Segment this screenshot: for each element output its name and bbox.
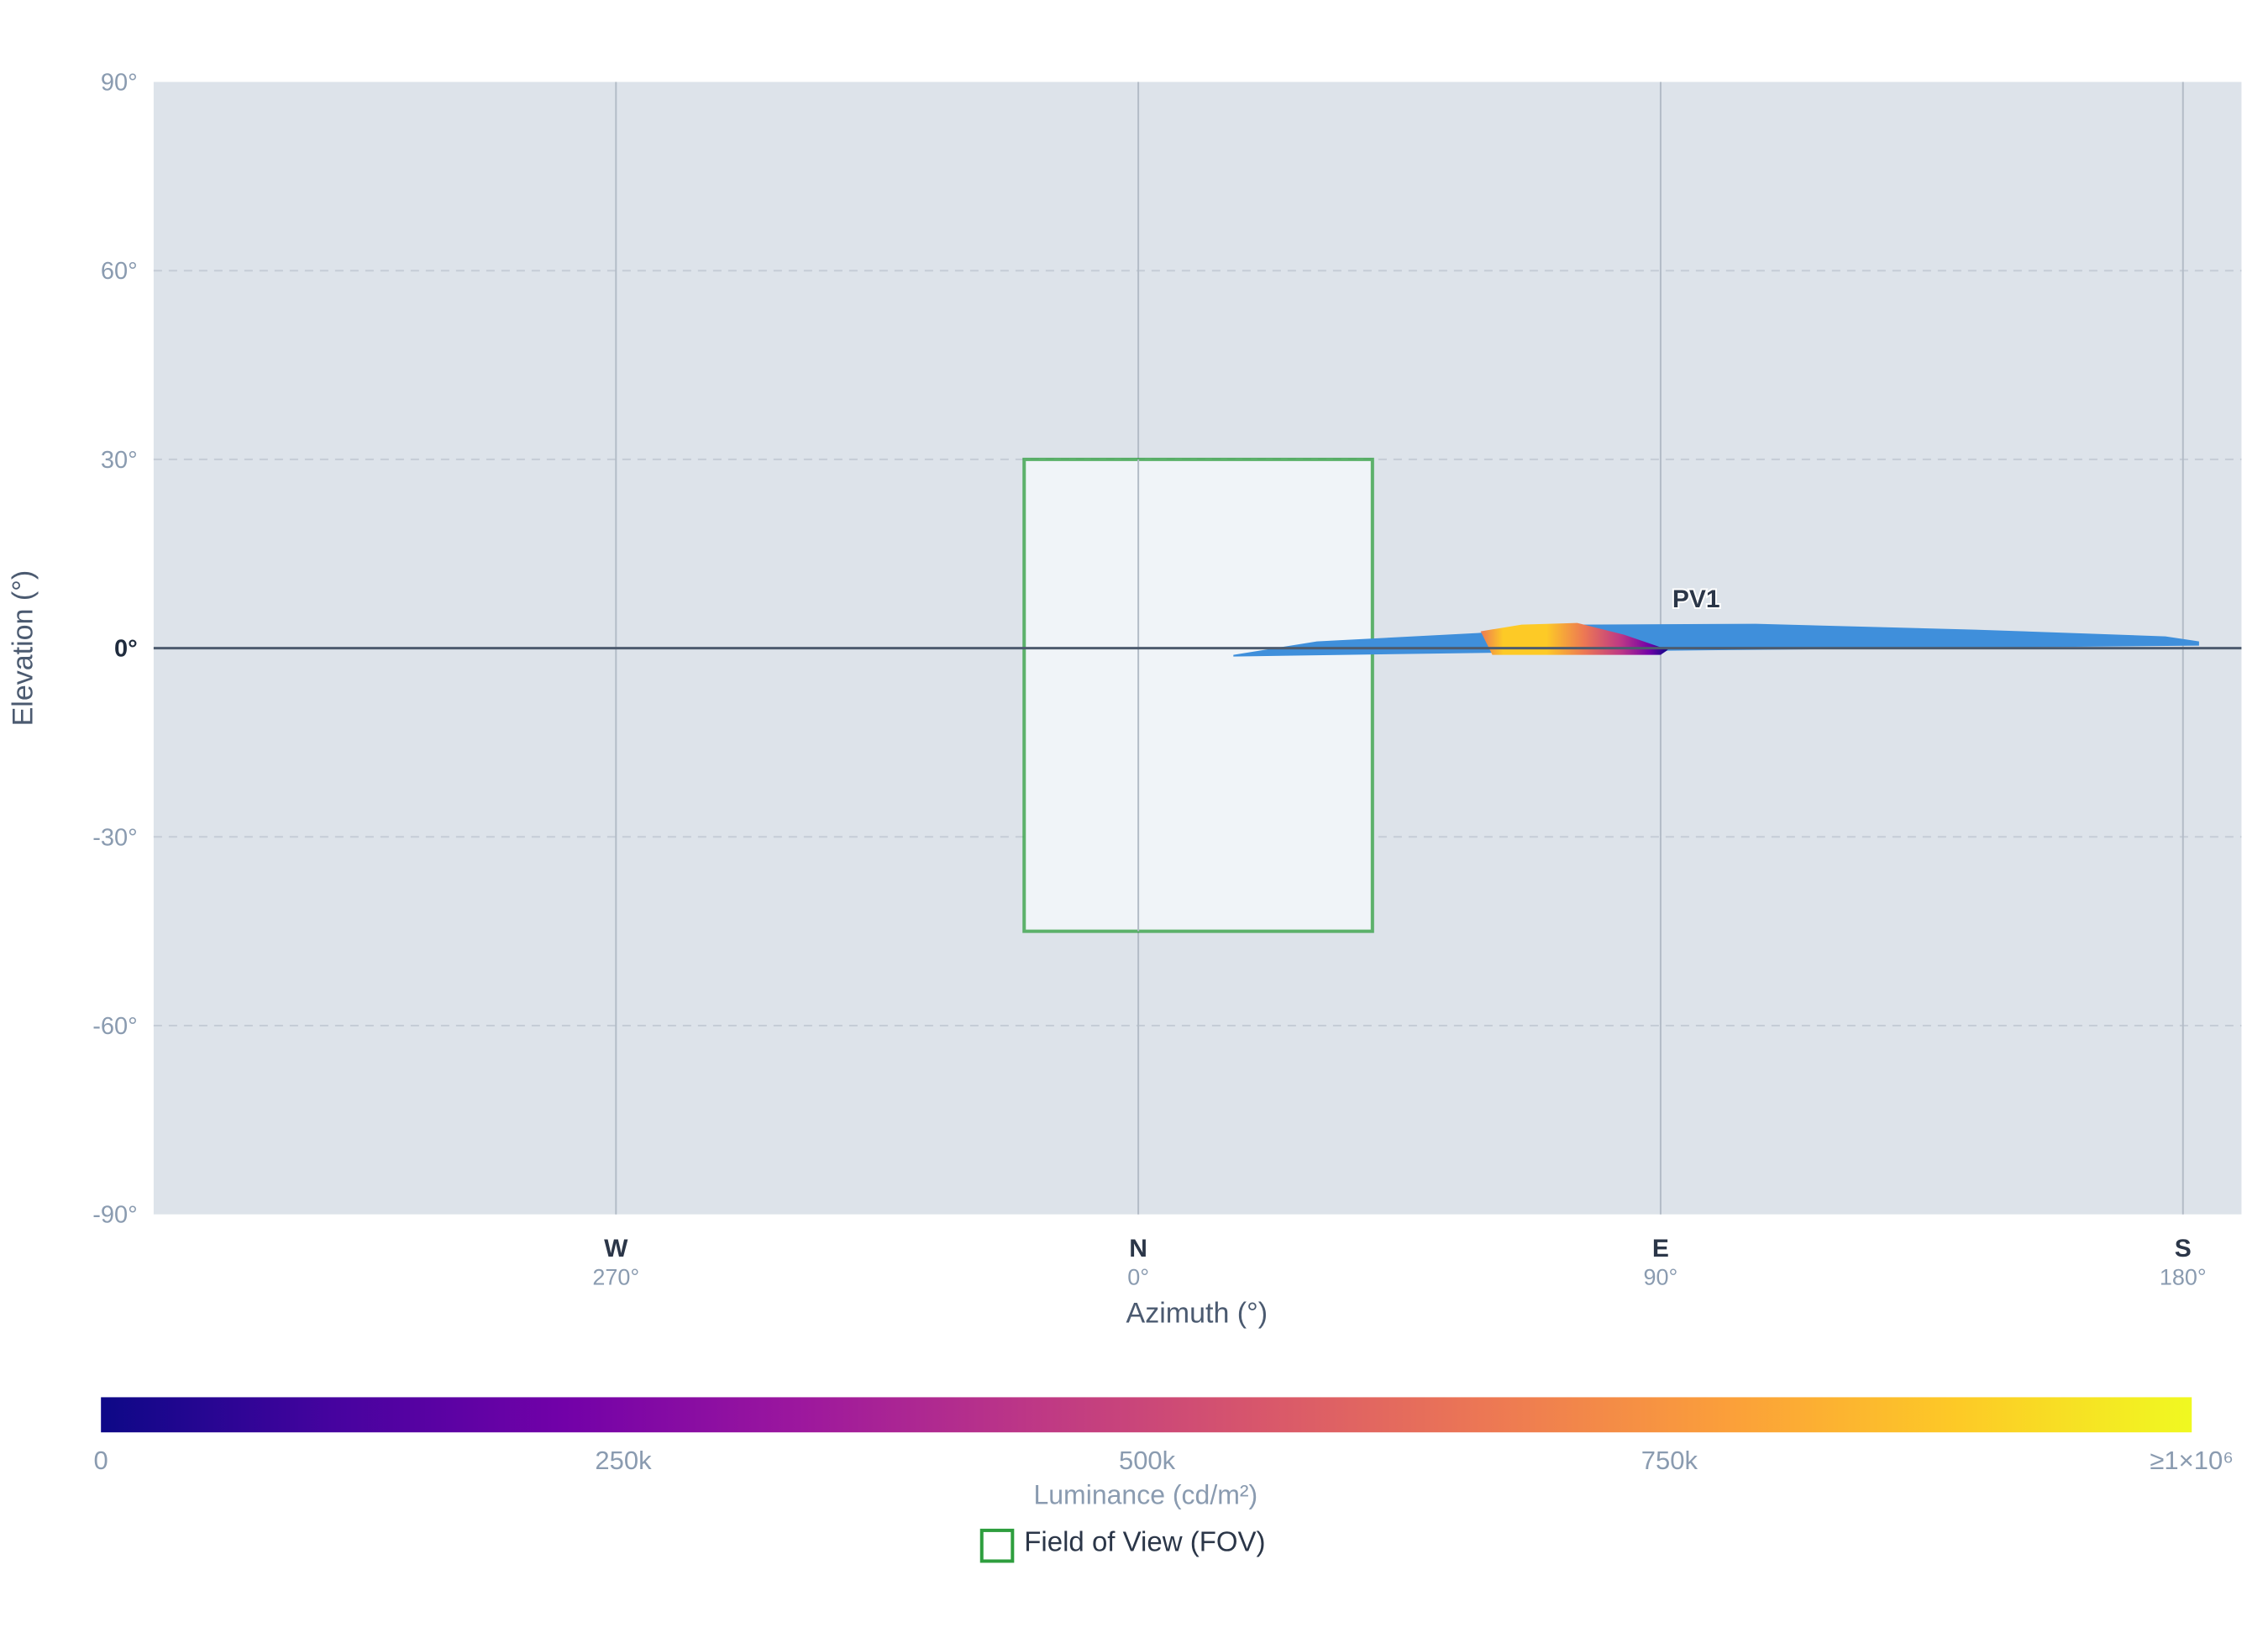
- colorbar-tick-label: 500k: [1119, 1446, 1176, 1475]
- colorbar-title: Luminance (cd/m²): [1033, 1480, 1257, 1510]
- x-tick-degrees: 90°: [1644, 1264, 1678, 1289]
- fov-rectangle: [1022, 457, 1374, 933]
- y-tick-label: 30°: [101, 447, 138, 474]
- colorbar-tick-label: 0: [94, 1446, 108, 1475]
- x-tick-degrees: 0°: [1127, 1264, 1149, 1289]
- colorbar-tick-label: ≥1×10⁶: [2150, 1446, 2234, 1475]
- pv1-glare-hotspot: [1480, 622, 1668, 655]
- y-tick-label: 90°: [101, 70, 138, 97]
- legend[interactable]: Field of View (FOV): [979, 1525, 1266, 1563]
- x-tick-degrees: 270°: [592, 1264, 639, 1289]
- y-tick-label: 0°: [114, 636, 138, 663]
- x-axis-title: Azimuth (°): [1126, 1298, 1268, 1330]
- x-tick-direction: W: [604, 1235, 628, 1262]
- colorbar-tick-label: 250k: [595, 1446, 652, 1475]
- y-tick-label: 60°: [101, 258, 138, 285]
- fov-layer: [1022, 457, 1374, 933]
- series-label-pv1: PV1: [1672, 585, 1720, 613]
- y-tick-label: -30°: [92, 824, 138, 851]
- y-axis-title: Elevation (°): [7, 570, 39, 727]
- y-tick-label: -60°: [92, 1013, 138, 1040]
- x-tick-direction: E: [1652, 1235, 1669, 1262]
- x-tick-degrees: 180°: [2160, 1264, 2207, 1289]
- x-tick-direction: N: [1129, 1235, 1147, 1262]
- x-tick-direction: S: [2175, 1235, 2192, 1262]
- colorbar-gradient: [101, 1397, 2192, 1433]
- fov-legend-label[interactable]: Field of View (FOV): [1024, 1525, 1265, 1556]
- fov-legend-swatch[interactable]: [979, 1528, 1015, 1563]
- colorbar-tick-label: 750k: [1641, 1446, 1698, 1475]
- y-tick-label: -90°: [92, 1202, 138, 1229]
- colorbar: Luminance (cd/m²) 0 250k 500k 750k ≥1×10⁶: [94, 1397, 2234, 1510]
